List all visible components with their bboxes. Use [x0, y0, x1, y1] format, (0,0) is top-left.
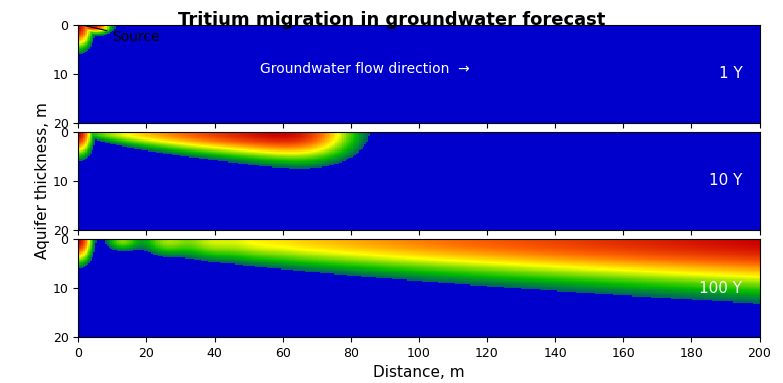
Text: Tritium migration in groundwater forecast: Tritium migration in groundwater forecas… — [178, 11, 605, 29]
Text: Groundwater flow direction  →: Groundwater flow direction → — [259, 62, 469, 76]
Y-axis label: Aquifer thickness, m: Aquifer thickness, m — [35, 103, 50, 259]
Text: 1 Y: 1 Y — [719, 66, 742, 81]
Text: 10 Y: 10 Y — [709, 173, 742, 188]
Text: 100 Y: 100 Y — [699, 281, 742, 296]
Text: Source: Source — [85, 26, 160, 44]
X-axis label: Distance, m: Distance, m — [373, 365, 465, 380]
